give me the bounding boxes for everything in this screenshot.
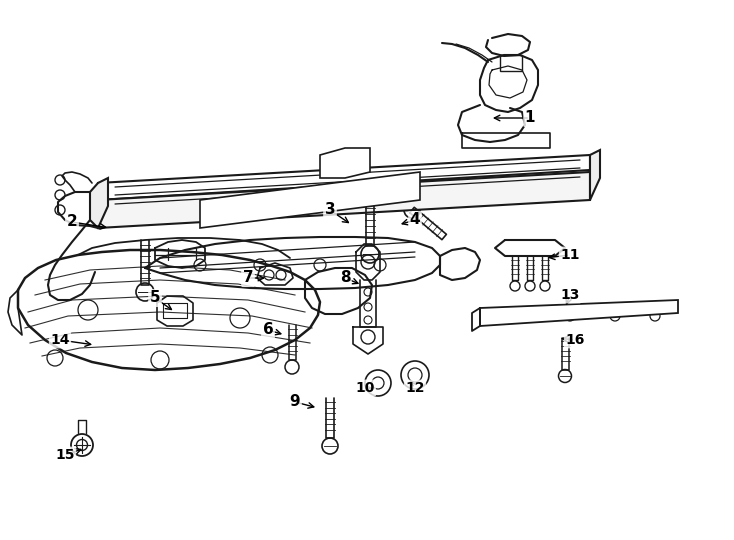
Polygon shape xyxy=(98,172,590,228)
Text: 14: 14 xyxy=(50,333,70,347)
Text: 4: 4 xyxy=(410,213,421,227)
Text: 1: 1 xyxy=(525,111,535,125)
Text: 8: 8 xyxy=(340,271,350,286)
Bar xyxy=(500,55,522,71)
Text: 11: 11 xyxy=(560,248,580,262)
Text: 13: 13 xyxy=(560,288,580,302)
Polygon shape xyxy=(320,148,370,178)
Text: 15: 15 xyxy=(55,448,75,462)
Text: 10: 10 xyxy=(355,381,374,395)
Text: 5: 5 xyxy=(150,291,160,306)
Bar xyxy=(235,193,290,211)
Polygon shape xyxy=(98,155,590,200)
Polygon shape xyxy=(480,300,678,326)
Text: 7: 7 xyxy=(243,271,253,286)
Text: 9: 9 xyxy=(290,395,300,409)
Text: 2: 2 xyxy=(67,214,77,230)
Text: 16: 16 xyxy=(565,333,585,347)
Text: 3: 3 xyxy=(324,202,335,218)
Polygon shape xyxy=(90,178,108,228)
Polygon shape xyxy=(590,150,600,200)
Polygon shape xyxy=(200,172,420,228)
Text: 6: 6 xyxy=(263,322,273,338)
Text: 12: 12 xyxy=(405,381,425,395)
Bar xyxy=(295,193,340,211)
